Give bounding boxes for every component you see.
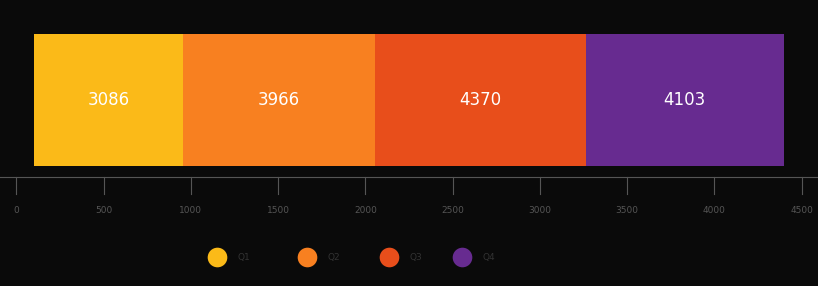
Text: Q2: Q2 [327, 253, 339, 262]
Text: 3086: 3086 [88, 91, 130, 109]
Text: 4103: 4103 [663, 91, 706, 109]
Bar [586, 34, 784, 166]
Point [382, 255, 395, 260]
Point [300, 255, 313, 260]
Text: 1000: 1000 [179, 206, 202, 215]
Text: Q3: Q3 [409, 253, 422, 262]
Text: 1500: 1500 [267, 206, 290, 215]
Bar [375, 34, 586, 166]
Text: 3500: 3500 [616, 206, 639, 215]
Text: 0: 0 [13, 206, 20, 215]
Text: 4500: 4500 [790, 206, 813, 215]
Text: Q4: Q4 [483, 253, 495, 262]
Text: 3000: 3000 [528, 206, 551, 215]
Text: 4370: 4370 [459, 91, 501, 109]
Text: 2000: 2000 [354, 206, 377, 215]
Text: 2500: 2500 [441, 206, 464, 215]
Point [210, 255, 223, 260]
Text: 500: 500 [95, 206, 112, 215]
Text: 3966: 3966 [258, 91, 300, 109]
Text: Q1: Q1 [237, 253, 250, 262]
Point [456, 255, 469, 260]
Text: 4000: 4000 [703, 206, 726, 215]
Bar [183, 34, 375, 166]
Bar [34, 34, 183, 166]
